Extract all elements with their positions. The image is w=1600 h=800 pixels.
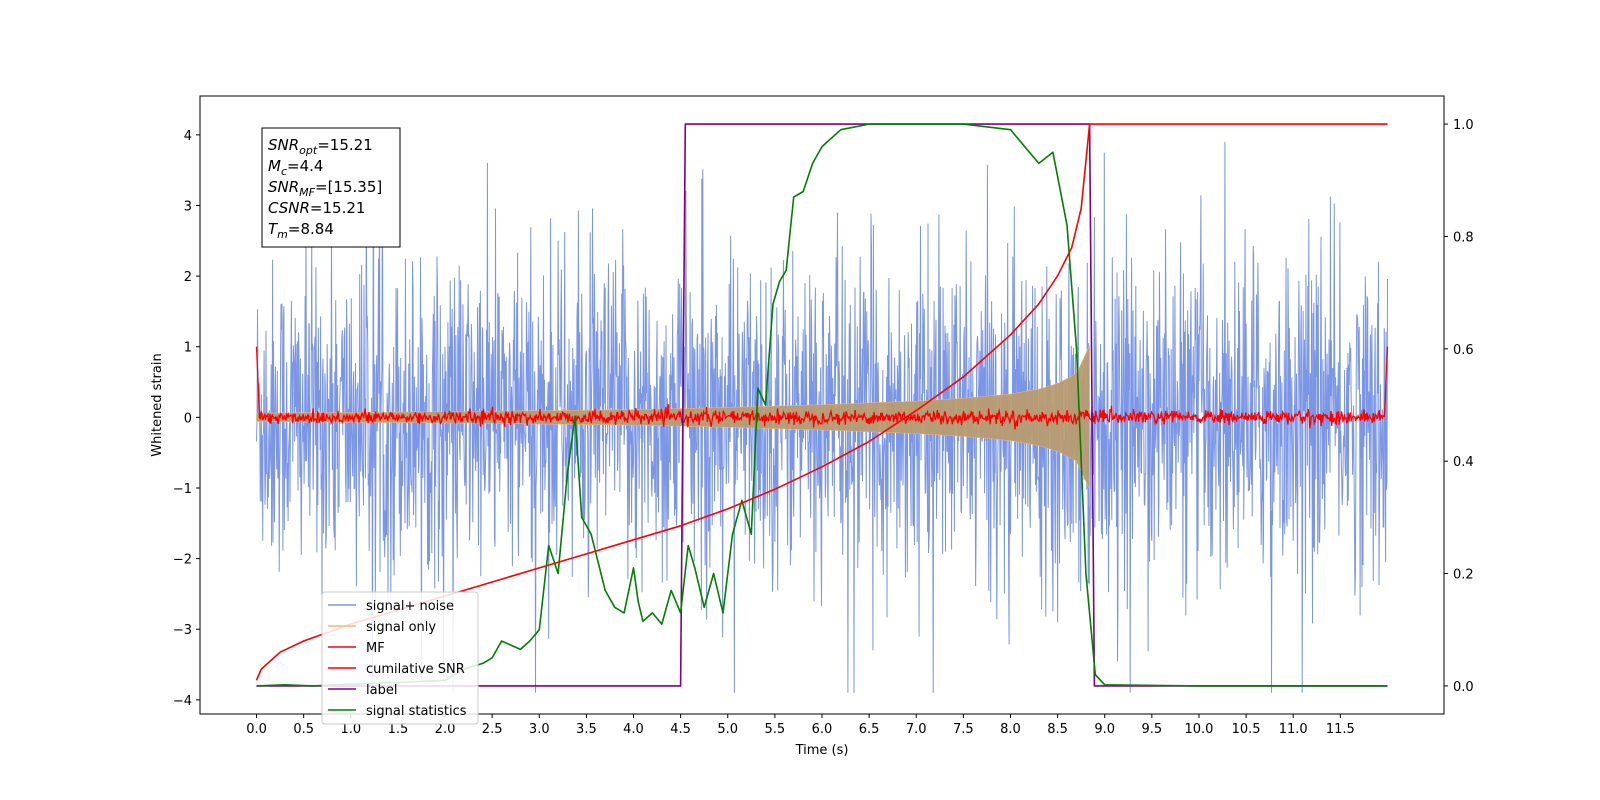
x-tick-label: 11.0: [1279, 722, 1308, 737]
info-box-line: CSNR=15.21: [268, 199, 365, 217]
legend-entry-label: MF: [366, 641, 385, 656]
legend-entry-label: signal+ noise: [366, 599, 454, 614]
x-tick-label: 5.0: [717, 722, 738, 737]
y-left-tick-label: 1: [184, 341, 192, 356]
x-axis-label: Time (s): [795, 743, 849, 758]
series-mf: [255, 346, 1389, 430]
x-tick-label: 1.0: [340, 722, 361, 737]
x-axis-ticks: 0.0 0.5 1.0 1.5 2.0 2.5 3.0 3.5 4.0 4.5 5.0 5.5 6.0 6…: [246, 714, 1355, 737]
x-tick-label: 6.5: [859, 722, 880, 737]
y-left-tick-label: −2: [173, 553, 192, 568]
y-right-tick-label: 0.2: [1453, 568, 1474, 583]
x-tick-label: 0.5: [293, 722, 314, 737]
y-left-tick-label: −1: [173, 482, 192, 497]
legend-entry-label: signal only: [366, 620, 436, 635]
y-left-tick-label: −3: [173, 623, 192, 638]
x-tick-label: 10.0: [1184, 722, 1213, 737]
legend-entry-label: cumilative SNR: [366, 662, 465, 677]
info-box-line: Tm=8.84: [268, 220, 334, 241]
x-tick-label: 3.0: [529, 722, 550, 737]
y-axis-label: Whitened strain: [150, 353, 165, 456]
y-right-tick-label: 0.8: [1453, 230, 1474, 245]
info-box-frame: [261, 127, 401, 248]
x-tick-label: 2.5: [482, 722, 503, 737]
x-tick-label: 9.5: [1142, 722, 1163, 737]
series-signal-noise: [256, 141, 1388, 693]
series-signal-statistics: [256, 123, 1388, 687]
legend-entry-label: signal statistics: [366, 704, 467, 719]
x-tick-label: 4.5: [670, 722, 691, 737]
y-right-tick-label: 0.0: [1453, 680, 1474, 695]
x-tick-label: 7.0: [906, 722, 927, 737]
info-box-line: SNRMF=[15.35]: [268, 178, 382, 199]
y-left-tick-label: 3: [184, 199, 192, 214]
x-tick-label: 6.0: [812, 722, 833, 737]
info-box-line: Mc=4.4: [268, 157, 323, 178]
y-axis-right-ticks: 1.0 0.8 0.6 0.4 0.2 0.0: [1444, 118, 1474, 695]
x-tick-label: 1.5: [388, 722, 409, 737]
x-tick-label: 5.5: [765, 722, 786, 737]
legend: signal+ noise signal only MF cumilative SNR…: [321, 591, 479, 725]
y-right-tick-label: 0.4: [1453, 455, 1474, 470]
x-tick-label: 10.5: [1232, 722, 1261, 737]
y-left-tick-label: 2: [184, 270, 192, 285]
x-tick-label: 11.5: [1326, 722, 1355, 737]
y-axis-left-ticks: 4 3 2 1 0 −1 −2 −3 −4: [173, 129, 200, 709]
y-left-tick-label: 0: [184, 411, 192, 426]
x-tick-label: 7.5: [953, 722, 974, 737]
y-left-tick-label: 4: [184, 129, 192, 144]
x-tick-label: 8.5: [1047, 722, 1068, 737]
x-tick-label: 4.0: [623, 722, 644, 737]
series-signal-only: [256, 345, 1090, 490]
y-right-tick-label: 0.6: [1453, 343, 1474, 358]
x-tick-label: 3.5: [576, 722, 597, 737]
info-box-line: SNRopt=15.21: [268, 136, 373, 157]
info-box: SNRopt=15.21Mc=4.4SNRMF=[15.35]CSNR=15.2…: [261, 127, 401, 248]
x-tick-label: 9.0: [1094, 722, 1115, 737]
y-right-tick-label: 1.0: [1453, 118, 1474, 133]
x-tick-label: 0.0: [246, 722, 267, 737]
x-tick-label: 2.0: [435, 722, 456, 737]
legend-frame: [321, 591, 479, 725]
x-tick-label: 8.0: [1000, 722, 1021, 737]
y-left-tick-label: −4: [173, 694, 192, 709]
legend-entry-label: label: [366, 683, 397, 698]
